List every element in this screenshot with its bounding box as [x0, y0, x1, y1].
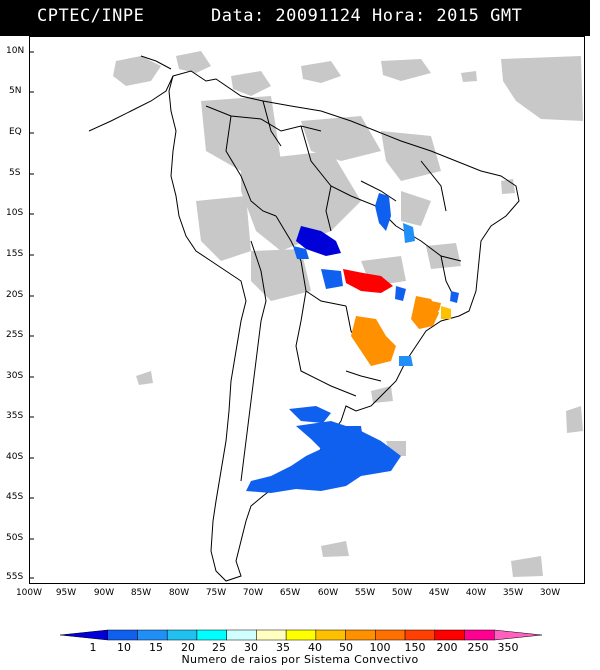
- lon-label: 80W: [168, 588, 190, 598]
- lat-label: EQ: [9, 127, 22, 137]
- colorbar-swatch: [256, 629, 287, 641]
- lat-label: 10N: [6, 46, 25, 56]
- colorbar-tick-label: 10: [117, 641, 131, 654]
- lat-label: 10S: [6, 208, 24, 218]
- colorbar-swatch: [494, 629, 543, 641]
- coastline: [88, 55, 520, 582]
- title-bar: CPTEC/INPE Data: 20091124 Hora: 2015 GMT: [0, 0, 590, 36]
- colorbar-swatch: [375, 629, 406, 641]
- colorbar-tick-label: 250: [467, 641, 489, 654]
- colorbar-tick-label: 40: [308, 641, 322, 654]
- lon-label: 35W: [502, 588, 524, 598]
- colorbar-swatches: [59, 629, 543, 641]
- colorbar-swatch: [137, 629, 168, 641]
- colorbar-swatch: [285, 629, 317, 641]
- colorbar-swatch: [107, 629, 138, 641]
- colorbar-tick-label: 1: [89, 641, 97, 654]
- colorbar-tick-label: 200: [436, 641, 458, 654]
- lon-label: 50W: [391, 588, 413, 598]
- lon-label: 40W: [465, 588, 487, 598]
- convective-systems: [246, 193, 459, 493]
- lon-label: 60W: [317, 588, 339, 598]
- colorbar-swatch: [464, 629, 495, 641]
- lon-label: 85W: [130, 588, 152, 598]
- colorbar-tick-label: 35: [276, 641, 290, 654]
- lon-label: 30W: [539, 588, 561, 598]
- lon-label: 90W: [93, 588, 115, 598]
- colorbar-swatch: [59, 629, 108, 641]
- colorbar-tick-label: 350: [497, 641, 519, 654]
- lat-label: 25S: [6, 330, 24, 340]
- lat-label: 30S: [6, 371, 24, 381]
- lon-label: 45W: [428, 588, 450, 598]
- colorbar-tick-label: 15: [149, 641, 163, 654]
- lat-label: 5N: [9, 86, 22, 96]
- lat-label: 50S: [6, 533, 24, 543]
- colorbar-tick-label: 100: [369, 641, 391, 654]
- colorbar-tick-label: 20: [181, 641, 195, 654]
- lon-label: 55W: [354, 588, 376, 598]
- lat-label: 20S: [6, 290, 24, 300]
- colorbar-swatch: [196, 629, 227, 641]
- lat-label: 35S: [6, 411, 24, 421]
- colorbar-swatch: [315, 629, 346, 641]
- map-panel: [29, 36, 585, 584]
- axis-ticks: [30, 51, 34, 579]
- colorbar-swatch: [226, 629, 257, 641]
- datetime-label: Data: 20091124 Hora: 2015 GMT: [211, 6, 523, 26]
- map-canvas: [30, 51, 583, 582]
- lon-label: 70W: [242, 588, 264, 598]
- colorbar-swatch: [434, 629, 465, 641]
- lat-label: 5S: [9, 168, 21, 178]
- colorbar-title: Numero de raios por Sistema Convectivo: [181, 653, 419, 666]
- colorbar-swatch: [345, 629, 376, 641]
- colorbar-tick-label: 30: [244, 641, 258, 654]
- lon-label: 100W: [15, 588, 43, 598]
- lat-label: 40S: [6, 452, 24, 462]
- source-label: CPTEC/INPE: [37, 6, 145, 26]
- lat-label: 45S: [6, 492, 24, 502]
- cloud-cover: [113, 51, 583, 577]
- colorbar-swatch: [404, 629, 436, 641]
- colorbar-swatch: [166, 629, 198, 641]
- lon-label: 65W: [279, 588, 301, 598]
- lon-label: 75W: [205, 588, 227, 598]
- colorbar-tick-label: 50: [339, 641, 353, 654]
- colorbar: [59, 629, 543, 641]
- lon-label: 95W: [55, 588, 77, 598]
- colorbar-tick-label: 150: [404, 641, 426, 654]
- colorbar-tick-label: 25: [212, 641, 226, 654]
- lat-label: 55S: [6, 572, 24, 582]
- lat-label: 15S: [6, 249, 24, 259]
